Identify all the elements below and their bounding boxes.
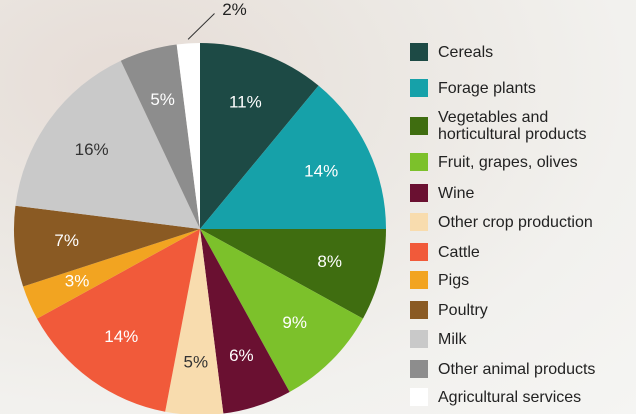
pie-slice [120, 44, 200, 229]
value-label: 7% [54, 231, 79, 250]
legend-label: Pigs [438, 271, 470, 289]
legend-label: Cattle [438, 243, 480, 261]
legend-item: Cereals [410, 43, 634, 61]
value-label: 5% [150, 90, 175, 109]
legend-label: Fruit, grapes, olives [438, 153, 578, 171]
legend-swatch [410, 213, 428, 231]
value-label: 5% [184, 352, 209, 371]
pie-slice [165, 229, 224, 414]
legend-item: Other animal products [410, 360, 634, 378]
legend-swatch [410, 271, 428, 289]
value-label: 16% [75, 140, 109, 159]
legend-item: Agricultural services [410, 388, 634, 406]
legend-item: Wine [410, 184, 634, 202]
legend-label: Vegetables and horticultural products [438, 109, 587, 143]
legend-swatch [410, 117, 428, 135]
legend-label: Agricultural services [438, 388, 582, 406]
value-label: 6% [229, 346, 254, 365]
legend-swatch [410, 388, 428, 406]
value-label: 9% [282, 313, 307, 332]
legend-swatch [410, 153, 428, 171]
legend-label: Other crop production [438, 213, 593, 231]
legend-swatch [410, 243, 428, 261]
legend-label: Forage plants [438, 79, 536, 97]
legend-label: Cereals [438, 43, 494, 61]
pie-slice [200, 85, 386, 229]
legend-item: Cattle [410, 243, 634, 261]
legend-swatch [410, 79, 428, 97]
legend-label: Poultry [438, 301, 488, 319]
pie-slice [200, 229, 363, 392]
legend-item: Pigs [410, 271, 634, 289]
legend-item: Milk [410, 330, 634, 348]
legend-swatch [410, 301, 428, 319]
leader-line [187, 13, 215, 40]
pie-slice [37, 229, 200, 412]
legend-swatch [410, 184, 428, 202]
value-label: 8% [317, 252, 342, 271]
value-label: 11% [229, 92, 262, 111]
pie-slice [23, 229, 201, 319]
legend-swatch [410, 360, 428, 378]
legend-label: Wine [438, 184, 475, 202]
legend-item: Fruit, grapes, olives [410, 153, 634, 171]
value-label: 14% [104, 327, 138, 346]
legend-item: Other crop production [410, 213, 634, 231]
legend-item: Forage plants [410, 79, 634, 97]
legend-swatch [410, 330, 428, 348]
pie-slice [200, 229, 386, 319]
value-label: 3% [65, 272, 90, 291]
value-label: 2% [222, 0, 247, 19]
pie-slice [200, 43, 319, 229]
pie-slice [200, 229, 290, 414]
value-label: 14% [304, 161, 338, 180]
legend-swatch [410, 43, 428, 61]
pie-slice [176, 43, 200, 229]
legend-item: Poultry [410, 301, 634, 319]
legend-item: Vegetables and horticultural products [410, 109, 634, 143]
legend-label: Milk [438, 330, 467, 348]
pie-slice [15, 60, 201, 230]
pie-slice [13, 205, 200, 287]
legend-label: Other animal products [438, 360, 596, 378]
